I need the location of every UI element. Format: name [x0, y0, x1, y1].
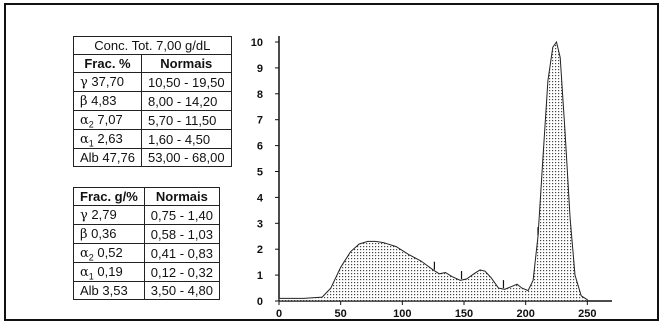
fraction-symbol: Alb: [80, 283, 99, 298]
fraction-value: 47,76: [102, 150, 135, 165]
normal-range-cell: 8,00 - 14,20: [140, 91, 232, 111]
y-tick-label: 7: [257, 115, 263, 127]
y-tick-label: 10: [251, 37, 263, 49]
y-tick-label: 5: [257, 167, 263, 179]
chart-area: [278, 40, 588, 302]
fraction-symbol: α: [80, 265, 89, 280]
table-row: β 0,36 0,58 - 1,03: [73, 224, 220, 244]
table-header-row: Frac. g/% Normais: [73, 187, 220, 206]
fraction-cell: α1 0,19: [73, 262, 145, 282]
fraction-cell: Alb 3,53: [73, 281, 145, 300]
fraction-value: 0,19: [97, 264, 123, 279]
y-tick-label: 8: [257, 89, 263, 101]
table-row: Alb 3,53 3,50 - 4,80: [73, 281, 220, 300]
fraction-symbol: β: [80, 94, 88, 109]
densitometry-area: [278, 40, 588, 302]
fraction-cell: α1 2,63: [73, 129, 142, 149]
fraction-value: 0,36: [91, 226, 117, 241]
table-row: β 4,83 8,00 - 14,20: [73, 91, 232, 111]
fraction-value: 2,79: [91, 207, 117, 222]
fraction-subscript: 2: [88, 119, 94, 130]
y-tick-label: 2: [257, 244, 263, 256]
fraction-value: 3,53: [102, 283, 128, 298]
normal-range-cell: 3,50 - 4,80: [143, 281, 220, 300]
x-tick-label: 150: [455, 308, 473, 320]
y-tick-label: 4: [257, 192, 264, 204]
fraction-symbol: γ: [80, 208, 88, 223]
fraction-cell: β 0,36: [73, 224, 145, 244]
y-tick-label: 1: [257, 270, 263, 282]
x-tick-label: 200: [516, 308, 534, 320]
y-tick-label: 6: [257, 141, 263, 153]
normal-range-cell: 53,00 - 68,00: [140, 148, 232, 167]
fraction-subscript: 1: [88, 271, 94, 282]
fraction-symbol: α: [80, 246, 89, 261]
table-row: α1 2,63 1,60 - 4,50: [73, 129, 232, 149]
fraction-value: 4,83: [91, 93, 117, 108]
fraction-value: 7,07: [97, 112, 123, 127]
column-header: Frac. %: [73, 54, 142, 73]
fraction-symbol: Alb: [80, 150, 99, 165]
fraction-cell: β 4,83: [73, 91, 142, 111]
fraction-absolute-table: Frac. g/% Normais γ 2,79 0,75 - 1,40 β 0,36 0…: [73, 187, 220, 300]
fraction-cell: α2 7,07: [73, 110, 142, 130]
y-tick-label: 0: [257, 296, 263, 308]
fraction-cell: γ 2,79: [73, 205, 145, 225]
fraction-symbol: γ: [80, 75, 88, 90]
x-tick-label: 0: [276, 308, 282, 320]
x-tick-label: 250: [578, 308, 596, 320]
fraction-subscript: 2: [88, 252, 94, 263]
column-header: Normais: [140, 54, 232, 73]
y-tick-label: 9: [257, 63, 263, 75]
x-tick-label: 100: [393, 308, 411, 320]
fraction-value: 0,52: [97, 245, 123, 260]
fraction-symbol: α: [80, 113, 89, 128]
fraction-symbol: α: [80, 132, 89, 147]
normal-range-cell: 0,12 - 0,32: [143, 262, 220, 282]
fraction-symbol: β: [80, 227, 88, 242]
fraction-percent-table: Conc. Tot. 7,00 g/dL Frac. % Normais γ 37,7…: [73, 36, 232, 167]
fraction-cell: Alb 47,76: [73, 148, 142, 167]
figure-frame: [4, 3, 659, 321]
fraction-value: 37,70: [91, 74, 124, 89]
table-row: Alb 47,76 53,00 - 68,00: [73, 148, 232, 167]
table-header-row: Frac. % Normais: [73, 54, 232, 73]
table-row: γ 2,79 0,75 - 1,40: [73, 205, 220, 225]
fraction-value: 2,63: [97, 131, 123, 146]
x-tick-label: 50: [335, 308, 347, 320]
table-row: α1 0,19 0,12 - 0,32: [73, 262, 220, 282]
chart-markers: [433, 227, 539, 289]
column-header: Frac. g/%: [73, 187, 145, 206]
fraction-subscript: 1: [88, 138, 94, 149]
normal-range-cell: 1,60 - 4,50: [140, 129, 232, 149]
normal-range-cell: 0,75 - 1,40: [143, 205, 220, 225]
table-row: γ 37,70 10,50 - 19,50: [73, 72, 232, 92]
y-tick-label: 3: [257, 218, 263, 230]
